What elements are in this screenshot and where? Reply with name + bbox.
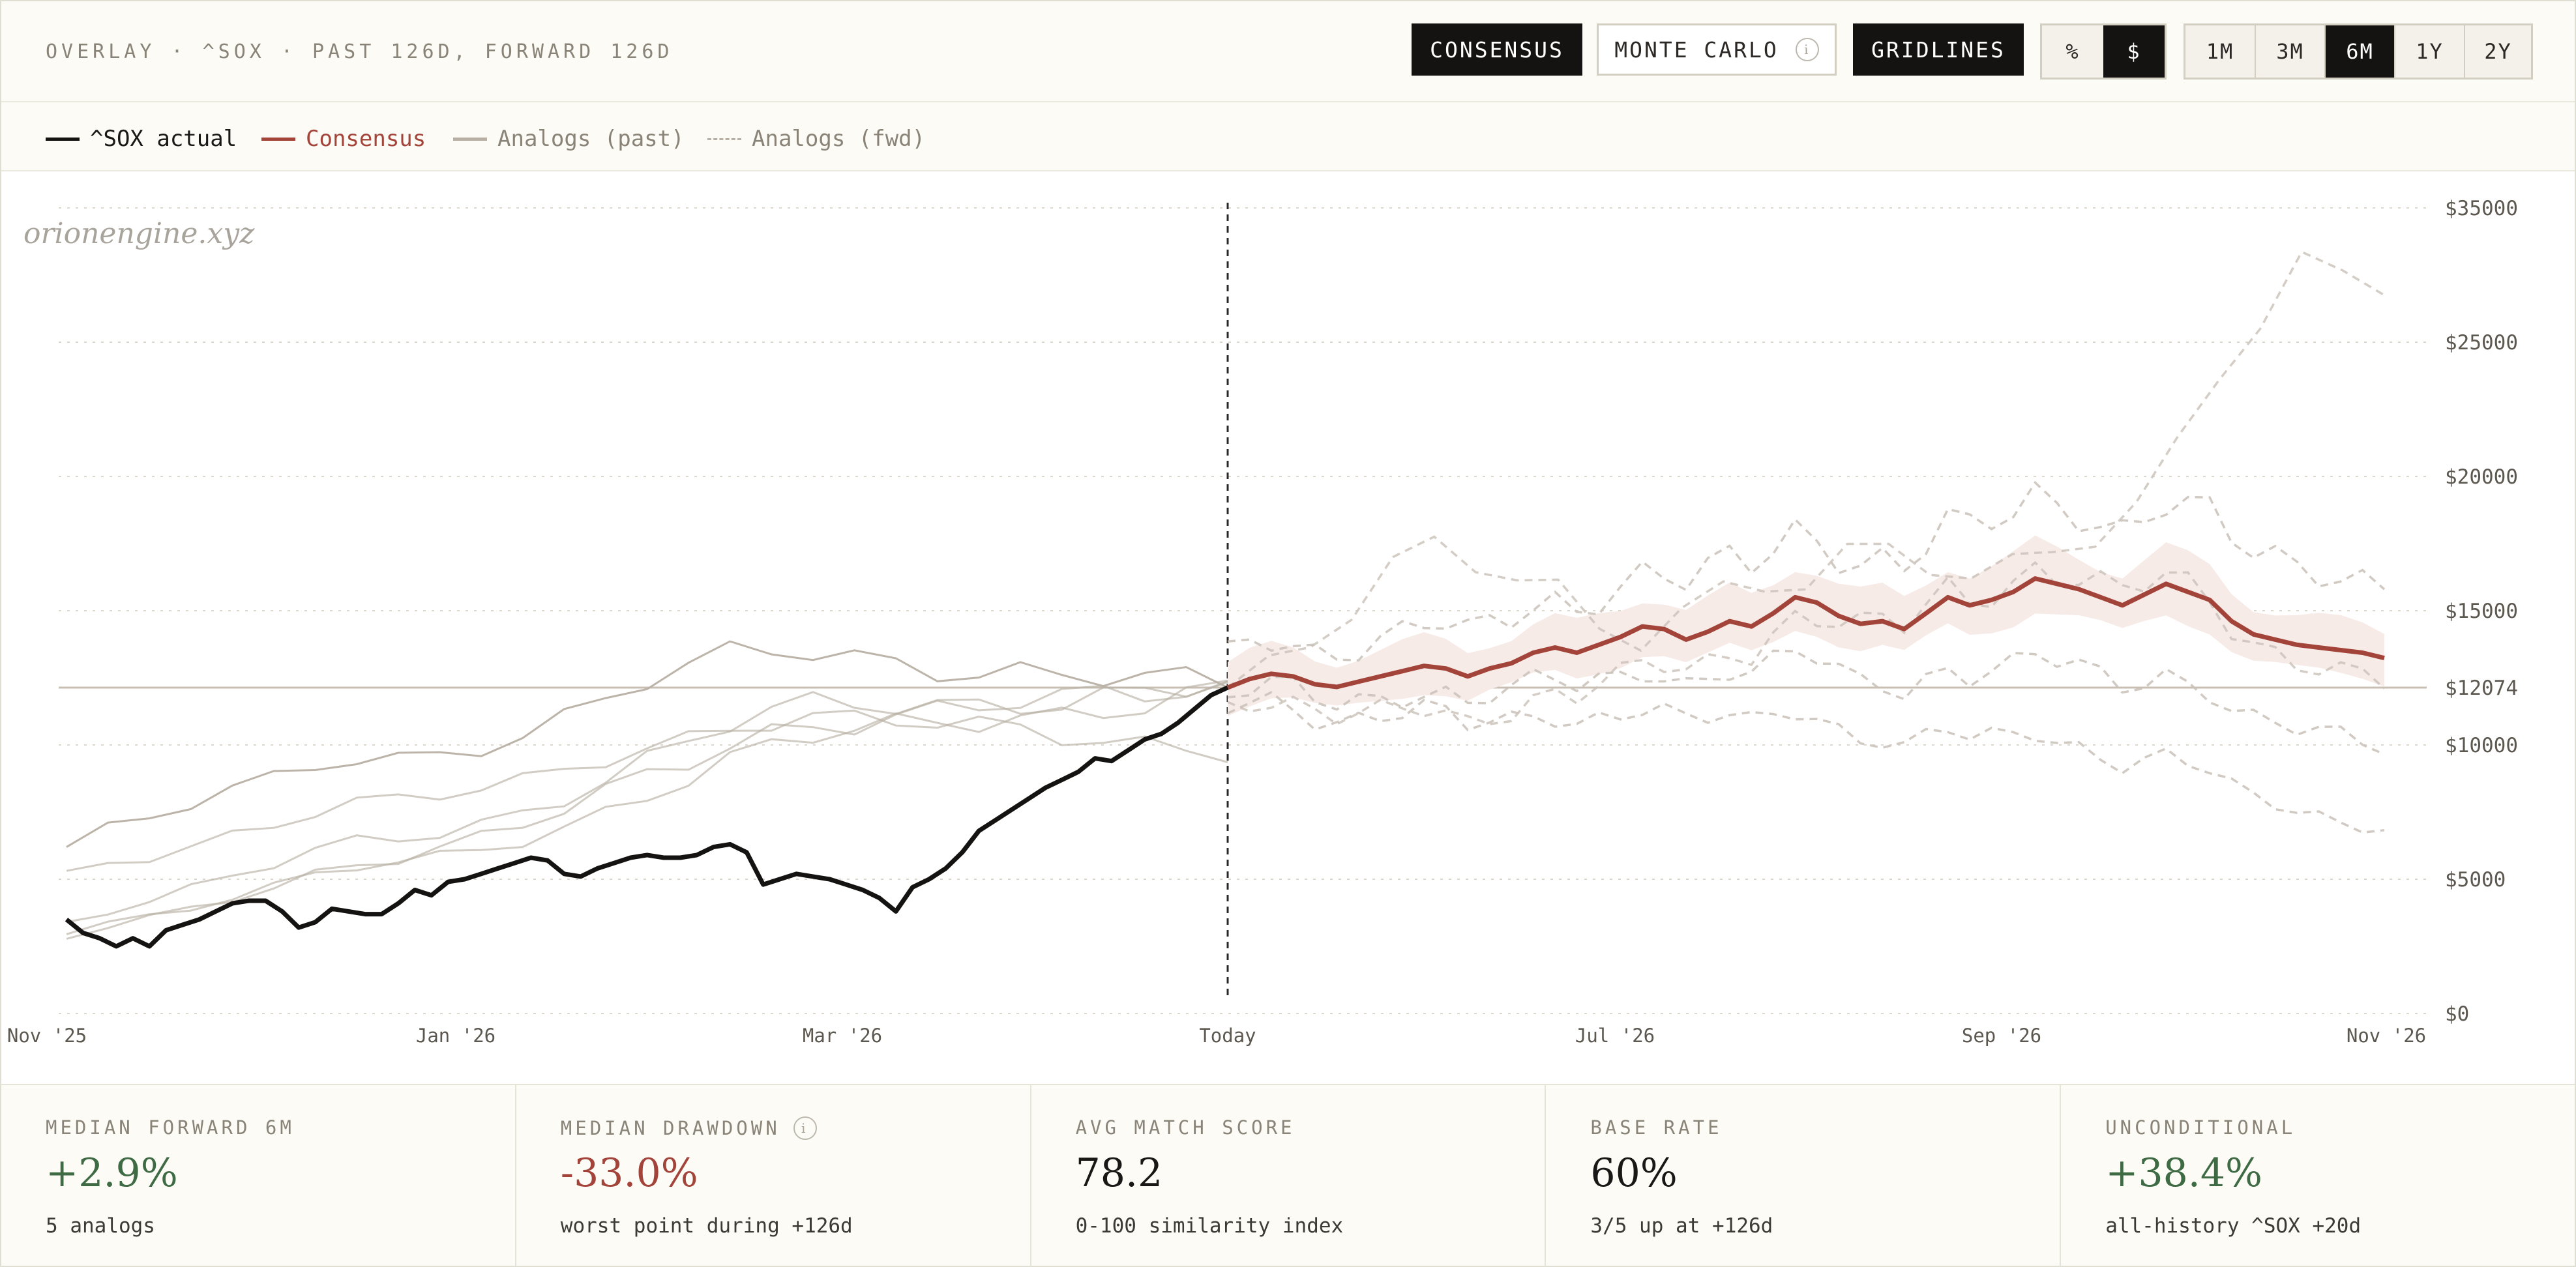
legend-analogs-past[interactable]: Analogs (past) xyxy=(453,126,685,152)
actual-line xyxy=(65,685,1229,949)
range-1m[interactable]: 1M xyxy=(2206,39,2234,64)
legend-label-analogs-past: Analogs (past) xyxy=(497,126,685,152)
analog-past-line xyxy=(66,709,1228,872)
y-tick-label: $10000 xyxy=(2445,734,2518,757)
analog-past-line xyxy=(66,680,1228,940)
legend-swatch-analogs-fwd xyxy=(707,138,741,140)
stat-card: MEDIAN FORWARD 6M +2.9% 5 analogs xyxy=(1,1085,516,1266)
legend-actual[interactable]: ^SOX actual xyxy=(46,126,237,152)
dollar-toggle[interactable]: $ xyxy=(2103,25,2165,78)
x-tick-label: Jul '26 xyxy=(1575,1025,1655,1047)
info-icon[interactable]: i xyxy=(793,1116,817,1140)
stat-label: MEDIAN DRAWDOWN xyxy=(560,1117,780,1139)
legend-swatch-actual xyxy=(46,137,80,141)
consensus-button[interactable]: CONSENSUS xyxy=(1412,23,1582,76)
y-tick-label: $12074 xyxy=(2445,677,2518,700)
range-1y[interactable]: 1Y xyxy=(2394,25,2464,78)
stat-sub: worst point during +126d xyxy=(560,1214,853,1238)
x-tick-label: Nov '25 xyxy=(7,1025,87,1047)
x-tick-label: Sep '26 xyxy=(1962,1025,2041,1047)
stat-sub: all-history ^SOX +20d xyxy=(2105,1214,2361,1238)
range-2y[interactable]: 2Y xyxy=(2464,25,2531,78)
analog-past-line xyxy=(66,681,1228,924)
stats-bar: MEDIAN FORWARD 6M +2.9% 5 analogs MEDIAN… xyxy=(1,1084,2575,1266)
x-tick-label: Today xyxy=(1199,1025,1256,1047)
x-tick-label: Jan '26 xyxy=(416,1025,496,1047)
stat-label: BASE RATE xyxy=(1590,1116,1723,1139)
stat-value: -33.0% xyxy=(560,1150,698,1196)
stat-value: +38.4% xyxy=(2105,1150,2263,1196)
x-tick-label: Mar '26 xyxy=(803,1025,882,1047)
y-tick-label: $35000 xyxy=(2445,197,2518,220)
stat-sub: 0-100 similarity index xyxy=(1075,1214,1344,1238)
analog-fwd-line xyxy=(1227,649,2385,755)
stat-card: BASE RATE 60% 3/5 up at +126d xyxy=(1546,1085,2062,1266)
stat-value: 60% xyxy=(1590,1150,1678,1196)
monte-carlo-button[interactable]: MONTE CARLO i xyxy=(1597,23,1837,76)
watermark: orionengine.xyz xyxy=(23,217,255,250)
y-tick-label: $25000 xyxy=(2445,331,2518,355)
range-6m[interactable]: 6M xyxy=(2324,25,2394,78)
gridlines-button[interactable]: GRIDLINES xyxy=(1853,23,2024,76)
percent-toggle[interactable]: % xyxy=(2065,39,2080,64)
stat-value: 78.2 xyxy=(1075,1150,1163,1196)
range-selector: 1M 3M 6M 1Y 2Y xyxy=(2184,23,2533,80)
analog-fwd-line xyxy=(1226,250,2385,689)
info-icon[interactable]: i xyxy=(1795,38,1819,61)
stat-value: +2.9% xyxy=(46,1150,178,1196)
overlay-chart: orionengine.xyz $35000 $25000 $20000 $15000… xyxy=(1,171,2575,1084)
stat-label: MEDIAN FORWARD 6M xyxy=(46,1116,295,1139)
stat-label-row: MEDIAN DRAWDOWN i xyxy=(561,1116,817,1140)
stat-sub: 5 analogs xyxy=(46,1214,155,1238)
legend-analogs-fwd[interactable]: Analogs (fwd) xyxy=(707,126,925,152)
unit-toggle: % $ xyxy=(2040,23,2167,80)
y-tick-label: $5000 xyxy=(2445,868,2506,892)
legend-swatch-consensus xyxy=(261,137,295,141)
range-3m[interactable]: 3M xyxy=(2255,25,2324,78)
legend-consensus[interactable]: Consensus xyxy=(261,126,426,152)
y-tick-label: $0 xyxy=(2445,1002,2469,1026)
stat-sub: 3/5 up at +126d xyxy=(1590,1214,1773,1238)
panel-title: OVERLAY · ^SOX · PAST 126D, FORWARD 126D xyxy=(46,40,674,63)
legend-swatch-analogs-past xyxy=(453,137,487,141)
analog-fwd-line xyxy=(1227,691,2385,834)
y-tick-label: $20000 xyxy=(2445,465,2518,489)
x-tick-label: Nov '26 xyxy=(2347,1025,2426,1047)
stat-label: AVG MATCH SCORE xyxy=(1075,1116,1295,1139)
header-bar: OVERLAY · ^SOX · PAST 126D, FORWARD 126D… xyxy=(1,1,2575,102)
stat-card: MEDIAN DRAWDOWN i -33.0% worst point dur… xyxy=(516,1085,1031,1266)
analog-fwd-line xyxy=(1227,561,2386,726)
analog-fwd-line xyxy=(1227,480,2386,662)
stat-card: UNCONDITIONAL +38.4% all-history ^SOX +2… xyxy=(2061,1085,2575,1266)
analog-past-line xyxy=(66,640,1228,848)
stat-card: AVG MATCH SCORE 78.2 0-100 similarity in… xyxy=(1031,1085,1547,1266)
stat-label: UNCONDITIONAL xyxy=(2105,1116,2296,1139)
legend-label-consensus: Consensus xyxy=(306,126,426,152)
monte-carlo-label: MONTE CARLO xyxy=(1614,36,1779,63)
y-tick-label: $15000 xyxy=(2445,600,2518,623)
legend-label-actual: ^SOX actual xyxy=(90,126,237,152)
legend-label-analogs-fwd: Analogs (fwd) xyxy=(752,126,926,152)
consensus-band xyxy=(1228,535,2384,716)
chart-svg: $35000 $25000 $20000 $15000 $12074 $10000 $500… xyxy=(7,197,2518,1047)
chart-legend: ^SOX actual Consensus Analogs (past) Ana… xyxy=(1,102,2575,171)
consensus-line xyxy=(1226,576,2385,690)
analog-past-line xyxy=(66,679,1228,935)
